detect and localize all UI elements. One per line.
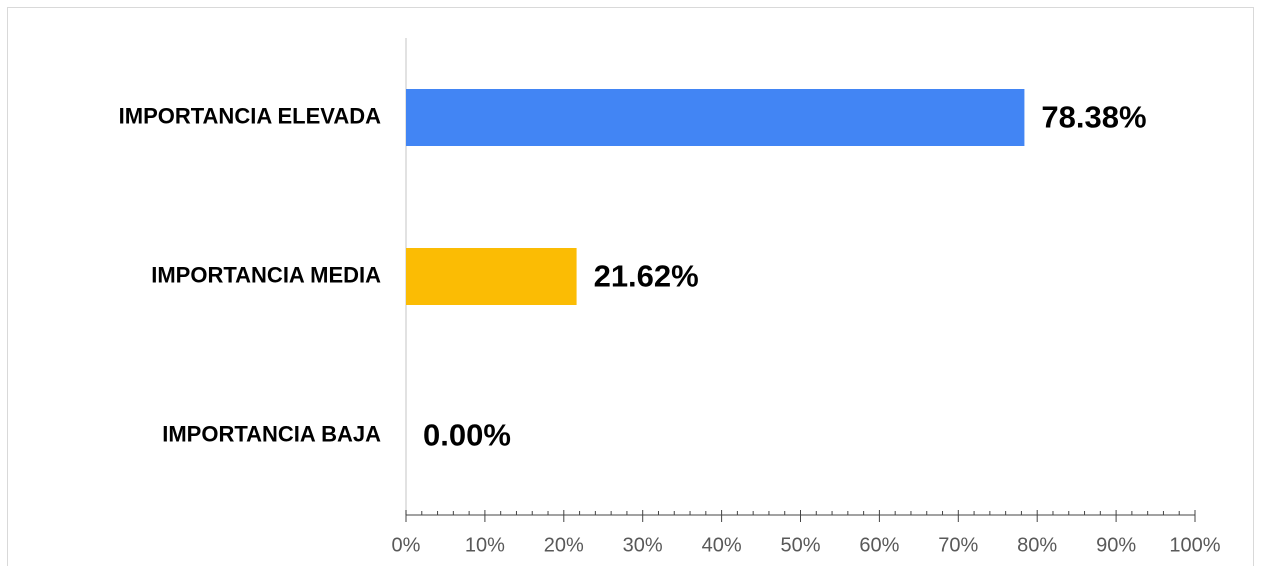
x-tick-label: 100% bbox=[1169, 534, 1220, 556]
x-tick-label: 80% bbox=[1017, 534, 1057, 556]
x-tick-label: 50% bbox=[780, 534, 820, 556]
x-tick-label: 40% bbox=[702, 534, 742, 556]
x-tick-label: 30% bbox=[623, 534, 663, 556]
y-tick-label: IMPORTANCIA MEDIA bbox=[151, 262, 381, 287]
x-tick-label: 90% bbox=[1096, 534, 1136, 556]
x-tick-label: 20% bbox=[544, 534, 584, 556]
y-tick-label: IMPORTANCIA ELEVADA bbox=[119, 103, 381, 128]
value-label: 0.00% bbox=[423, 418, 511, 453]
value-label: 21.62% bbox=[594, 259, 699, 294]
y-tick-label: IMPORTANCIA BAJA bbox=[162, 421, 381, 446]
x-tick-label: 0% bbox=[392, 534, 421, 556]
bar bbox=[406, 89, 1025, 146]
x-tick-label: 10% bbox=[465, 534, 505, 556]
x-tick-label: 70% bbox=[938, 534, 978, 556]
bar bbox=[406, 248, 577, 305]
x-tick-label: 60% bbox=[859, 534, 899, 556]
value-label: 78.38% bbox=[1041, 100, 1146, 135]
